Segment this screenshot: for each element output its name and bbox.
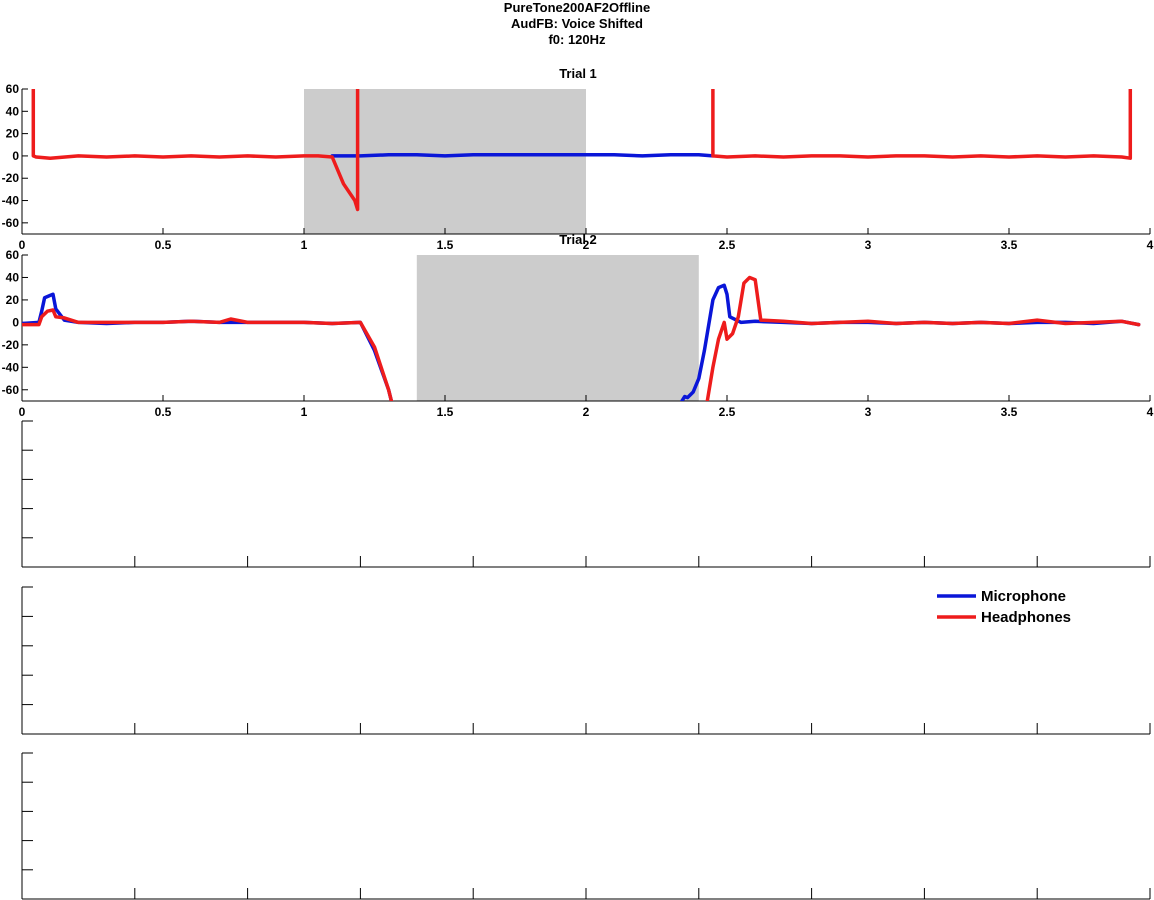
panel-title: Trial 2: [559, 232, 597, 247]
series-line-microphone: [330, 153, 715, 158]
legend: Microphone Headphones: [937, 588, 1071, 626]
x-tick-label: 1: [301, 238, 308, 252]
x-tick-label: 2.5: [719, 405, 736, 419]
y-tick-label: -40: [2, 360, 20, 374]
y-tick-label: 20: [6, 293, 20, 307]
series-group: [22, 275, 1141, 401]
y-tick-label: 40: [6, 104, 20, 118]
y-tick-label: 20: [6, 127, 20, 141]
plot-panel-1: 60 40 20 0 -20 -40 -60 0 0.5 1 1.5 2 2.5 3 3.5 4 Trial 1: [2, 66, 1154, 252]
figure-title-line-1: PureTone200AF2Offline: [503, 0, 651, 15]
figure-title: PureTone200AF2Offline AudFB: Voice Shift…: [0, 0, 1154, 48]
x-tick-label: 0: [19, 238, 26, 252]
y-tick-label: 0: [12, 315, 19, 329]
x-tick-label: 4: [1147, 238, 1154, 252]
panel-title: Trial 1: [559, 66, 597, 81]
figure-title-line-2: AudFB: Voice Shifted: [511, 16, 643, 31]
legend-label-microphone: Microphone: [981, 588, 1066, 605]
y-tick-label: 0: [12, 149, 19, 163]
plot-panel-4: [21, 586, 1151, 735]
shaded-interval: [416, 255, 699, 401]
x-tick-label: 2.5: [719, 238, 736, 252]
y-tick-label: -20: [2, 338, 20, 352]
x-tick-label: 3.5: [1001, 238, 1018, 252]
x-tick-label: 0.5: [155, 238, 172, 252]
x-tick-label: 3: [865, 238, 872, 252]
y-tick-label: 60: [6, 82, 20, 96]
series-line-headphones: [31, 89, 1133, 212]
legend-label-headphones: Headphones: [981, 609, 1071, 626]
x-tick-label: 4: [1147, 405, 1154, 419]
x-tick-label: 0.5: [155, 405, 172, 419]
x-tick-label: 1.5: [437, 405, 454, 419]
y-tick-label: -20: [2, 171, 20, 185]
x-tick-label: 2: [583, 405, 590, 419]
x-tick-label: 0: [19, 405, 26, 419]
shaded-interval: [304, 89, 586, 234]
x-tick-label: 1: [301, 405, 308, 419]
x-tick-label: 1.5: [437, 238, 454, 252]
plot-panel-5: [21, 752, 1151, 900]
series-line-headphones: [22, 275, 1141, 401]
y-tick-label: -60: [2, 383, 20, 397]
series-group: [31, 89, 1133, 212]
x-tick-label: 2: [583, 238, 590, 252]
y-tick-label: -60: [2, 216, 20, 230]
y-tick-label: 60: [6, 248, 20, 262]
y-tick-label: -40: [2, 194, 20, 208]
plot-panel-3: [21, 420, 1151, 568]
figure-title-line-3: f0: 120Hz: [548, 32, 606, 47]
y-tick-label: 40: [6, 270, 20, 284]
x-tick-label: 3: [865, 405, 872, 419]
x-tick-label: 3.5: [1001, 405, 1018, 419]
